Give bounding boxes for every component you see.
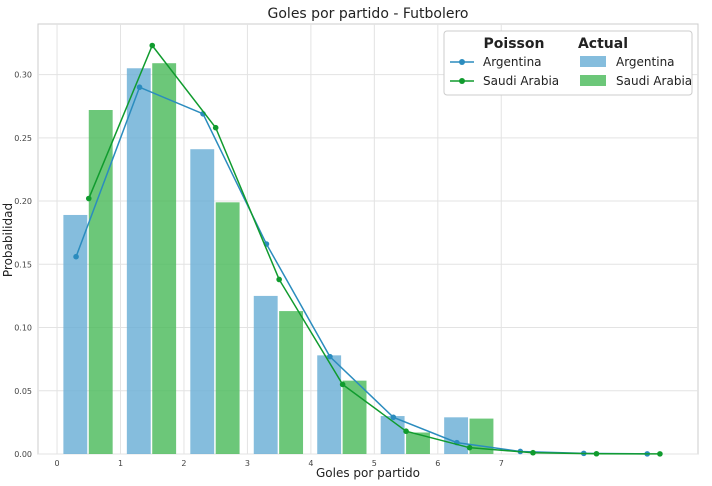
legend-label-poisson-saudi-arabia: Saudi Arabia (483, 74, 559, 88)
poisson-point-argentina (136, 84, 143, 91)
x-tick-label: 7 (499, 459, 504, 468)
legend-label-actual-saudi-arabia: Saudi Arabia (616, 74, 692, 88)
bar-argentina (444, 417, 469, 454)
poisson-point-saudi-arabia (276, 276, 282, 283)
bar-argentina (190, 149, 215, 455)
y-ticks: 0.00 0.05 0.10 0.15 0.20 0.25 0.30 (14, 71, 32, 459)
poisson-line-saudi-arabia (88, 44, 660, 455)
bar-saudi-arabia (406, 432, 430, 454)
legend-marker-argentina (459, 59, 465, 65)
x-axis-label: Goles por partido (316, 466, 420, 480)
poisson-point-argentina (390, 414, 397, 421)
legend-label-poisson-argentina: Argentina (483, 55, 542, 69)
y-tick-label: 0.05 (14, 387, 32, 396)
legend-swatch-saudi-arabia (580, 75, 606, 86)
bar-argentina (63, 214, 88, 454)
poisson-lines (73, 42, 663, 457)
x-tick-label: 2 (181, 459, 186, 468)
y-tick-label: 0.00 (14, 450, 32, 459)
bar-saudi-arabia (342, 380, 367, 454)
x-tick-label: 3 (245, 459, 250, 468)
y-tick-label: 0.15 (14, 260, 32, 269)
bar-saudi-arabia (152, 63, 177, 455)
poisson-point-saudi-arabia (657, 451, 663, 457)
bar-argentina (317, 355, 342, 454)
legend-title-actual: Actual (578, 36, 628, 52)
legend-label-actual-argentina: Argentina (616, 55, 675, 69)
poisson-point-argentina (327, 353, 333, 360)
x-tick-label: 5 (372, 459, 377, 468)
poisson-point-saudi-arabia (593, 450, 600, 457)
y-tick-label: 0.10 (14, 324, 32, 333)
x-ticks: 0 1 2 3 4 5 6 7 (54, 459, 503, 468)
y-axis-label: Probabilidad (1, 203, 15, 277)
poisson-point-saudi-arabia (212, 124, 219, 131)
chart-title: Goles por partido - Futbolero (268, 6, 469, 22)
y-tick-label: 0.30 (14, 71, 32, 80)
poisson-point-saudi-arabia (149, 42, 156, 49)
legend-title-poisson: Poisson (484, 36, 545, 52)
bar-argentina (126, 68, 151, 454)
y-tick-label: 0.25 (14, 134, 32, 143)
x-tick-label: 0 (54, 459, 59, 468)
legend-marker-saudi-arabia (459, 78, 465, 84)
x-tick-label: 1 (118, 459, 123, 468)
bar-saudi-arabia (215, 202, 240, 454)
poisson-point-saudi-arabia (466, 444, 473, 451)
x-tick-label: 4 (308, 459, 313, 468)
legend-box (443, 30, 693, 96)
poisson-point-saudi-arabia (530, 449, 536, 456)
poisson-point-saudi-arabia (85, 195, 92, 202)
bar-saudi-arabia (88, 110, 113, 454)
poisson-point-argentina (73, 253, 79, 260)
bar-argentina (253, 295, 278, 454)
y-tick-label: 0.20 (14, 197, 32, 206)
bars (63, 63, 494, 455)
poisson-point-saudi-arabia (339, 381, 346, 388)
bar-saudi-arabia (279, 311, 304, 454)
poisson-point-saudi-arabia (403, 428, 409, 435)
legend-swatch-argentina (580, 56, 606, 67)
x-tick-label: 6 (435, 459, 440, 468)
legend: Poisson Actual Argentina Saudi Arabia Ar… (443, 30, 693, 96)
